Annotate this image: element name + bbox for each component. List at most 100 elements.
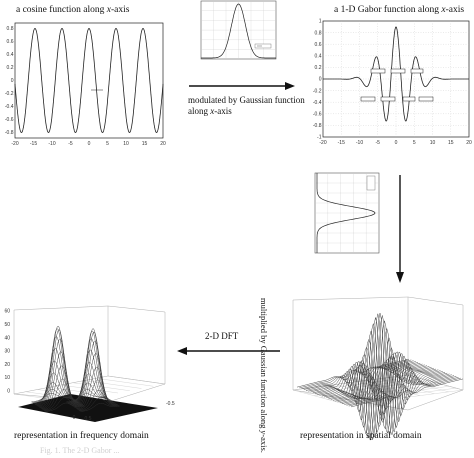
frequency-x-tick: -0.5 bbox=[166, 401, 175, 407]
gabor-x-tick: -20 bbox=[319, 140, 326, 146]
spatial-surface-line bbox=[348, 377, 461, 407]
frequency-peak-line bbox=[80, 402, 120, 412]
gaussian-y-curve bbox=[316, 173, 376, 253]
spatial-surface-line bbox=[323, 312, 437, 441]
arrow-modulated bbox=[187, 80, 297, 92]
spatial-surface-line bbox=[350, 378, 464, 408]
gabor-x-tick: 0 bbox=[395, 140, 398, 146]
cosine-y-tick: -0.4 bbox=[5, 104, 14, 110]
cosine-x-tick: -10 bbox=[48, 141, 55, 147]
gabor-annotation-box bbox=[370, 68, 386, 74]
cosine-y-tick: 0 bbox=[11, 78, 14, 84]
gabor-y-tick: 0.8 bbox=[315, 30, 322, 36]
frequency-peak-line bbox=[34, 360, 75, 405]
cosine-x-tick: -20 bbox=[11, 141, 18, 147]
spatial-surface-line bbox=[344, 376, 457, 405]
frequency-peak-line bbox=[72, 330, 112, 407]
gabor-curve bbox=[323, 26, 469, 122]
cosine-x-tick: 10 bbox=[123, 141, 129, 147]
spatial-surface-line bbox=[321, 313, 434, 439]
frequency-peak-line bbox=[78, 389, 118, 411]
gabor-annotation-box bbox=[418, 96, 434, 102]
gabor-y-tick: -0.6 bbox=[313, 112, 322, 118]
cosine-x-tick: 15 bbox=[142, 141, 148, 147]
arrow-multiplied-label: multiplied by Gaussian function along y-… bbox=[259, 298, 269, 453]
frequency-z-tick: 40 bbox=[4, 335, 10, 341]
frequency-z-tick: 0 bbox=[7, 389, 10, 395]
gabor-x-tick: -5 bbox=[376, 140, 381, 146]
gabor-title: a 1-D Gabor function along x-axis bbox=[334, 5, 465, 15]
cosine-title: a cosine function along x-axis bbox=[16, 5, 130, 15]
cosine-y-tick: 0.2 bbox=[7, 65, 14, 71]
frequency-peak-line bbox=[35, 347, 75, 406]
gabor-y-tick: -0.4 bbox=[313, 100, 322, 106]
cosine-x-tick: 5 bbox=[106, 141, 109, 147]
spatial-floor-line bbox=[407, 374, 464, 391]
frequency-peak-line bbox=[37, 328, 77, 407]
cosine-y-tick: 0.6 bbox=[7, 39, 14, 45]
frequency-peak-line bbox=[76, 366, 117, 410]
frequency-peak-line bbox=[77, 379, 118, 410]
cosine-y-tick: 0.8 bbox=[7, 26, 14, 32]
spatial-surface-line bbox=[317, 323, 430, 429]
frequency-peak-line bbox=[70, 349, 110, 406]
frequency-floor-line bbox=[96, 378, 154, 387]
spatial-surface-line bbox=[341, 373, 455, 405]
frequency-peak-line bbox=[76, 353, 116, 409]
frequency-peak-line bbox=[67, 382, 108, 404]
gabor-y-tick: -1 bbox=[317, 135, 322, 141]
frequency-z-tick: 20 bbox=[4, 362, 10, 368]
gabor-y-tick: 0.6 bbox=[315, 42, 322, 48]
spatial-surface-line bbox=[332, 336, 446, 428]
figure-caption: Fig. 1. The 2-D Gabor ... bbox=[40, 446, 120, 455]
frequency-peak-line bbox=[32, 382, 73, 404]
spatial-surface-line bbox=[335, 347, 448, 421]
frequency-z-tick: 30 bbox=[4, 349, 10, 355]
cosine-y-tick: 0.4 bbox=[7, 52, 14, 58]
frequency-x-tick: 0 bbox=[73, 415, 76, 421]
gabor-y-tick: -0.8 bbox=[313, 123, 322, 129]
gabor-annotation-box bbox=[390, 68, 406, 74]
frequency-peak-line bbox=[79, 397, 119, 412]
spatial-surface-line bbox=[310, 346, 423, 405]
spatial-surface-line bbox=[314, 330, 428, 421]
cosine-x-tick: 20 bbox=[160, 141, 166, 147]
gaussian-x-inset bbox=[200, 0, 278, 62]
spatial-surface-line bbox=[328, 320, 441, 438]
gabor-plot-svg: 1 0.8 0.6 0.4 0.2 0 -0.2 -0.4 -0.6 -0.8 -1 -20 -15 -… bbox=[313, 19, 472, 146]
arrow-dft bbox=[176, 345, 284, 357]
frequency-floor-line bbox=[84, 380, 142, 389]
gabor-x-tick: -15 bbox=[338, 140, 345, 146]
gabor-x-tick: 20 bbox=[466, 140, 472, 146]
spatial-surface-line bbox=[330, 328, 443, 434]
arrow-dft-label: 2-D DFT bbox=[205, 331, 239, 341]
gaussian-x-curve bbox=[201, 3, 276, 59]
spatial-floor-line bbox=[341, 387, 457, 404]
spatial-3d-svg bbox=[292, 296, 464, 441]
gabor-annotation-box bbox=[410, 68, 424, 74]
spatial-caption: representation in spatial domain bbox=[300, 431, 422, 441]
cosine-plot: 0.8 0.6 0.4 0.2 0 -0.2 -0.4 -0.6 -0.8 -20 -15 -10 -… bbox=[5, 21, 166, 149]
gabor-x-tick: 15 bbox=[448, 140, 454, 146]
cosine-curve bbox=[14, 28, 164, 133]
frequency-x-tick: 0.5 bbox=[85, 416, 92, 422]
frequency-caption: representation in frequency domain bbox=[14, 431, 149, 441]
frequency-base-mesh bbox=[18, 394, 158, 422]
cosine-x-tick: -15 bbox=[30, 141, 37, 147]
spatial-floor-line bbox=[327, 384, 443, 400]
gabor-annotation-box bbox=[360, 96, 376, 102]
gabor-y-tick: 0 bbox=[319, 77, 322, 83]
frequency-peak-line bbox=[43, 389, 83, 411]
gabor-annotation-box bbox=[380, 96, 396, 102]
frequency-z-tick: 60 bbox=[4, 309, 10, 315]
frequency-floor-line bbox=[49, 387, 107, 396]
gabor-y-tick: 1 bbox=[319, 19, 322, 25]
gabor-annotation-box bbox=[402, 96, 416, 102]
frequency-floor-line bbox=[107, 375, 166, 385]
gabor-plot: 1 0.8 0.6 0.4 0.2 0 -0.2 -0.4 -0.6 -0.8 -1 -20 -15 -… bbox=[311, 19, 472, 149]
frequency-peak-line bbox=[33, 372, 74, 404]
gaussian-y-inset-svg bbox=[314, 172, 380, 254]
gabor-y-tick: 0.2 bbox=[315, 65, 322, 71]
frequency-peak-line bbox=[42, 378, 83, 410]
frequency-peak-line bbox=[67, 389, 107, 403]
